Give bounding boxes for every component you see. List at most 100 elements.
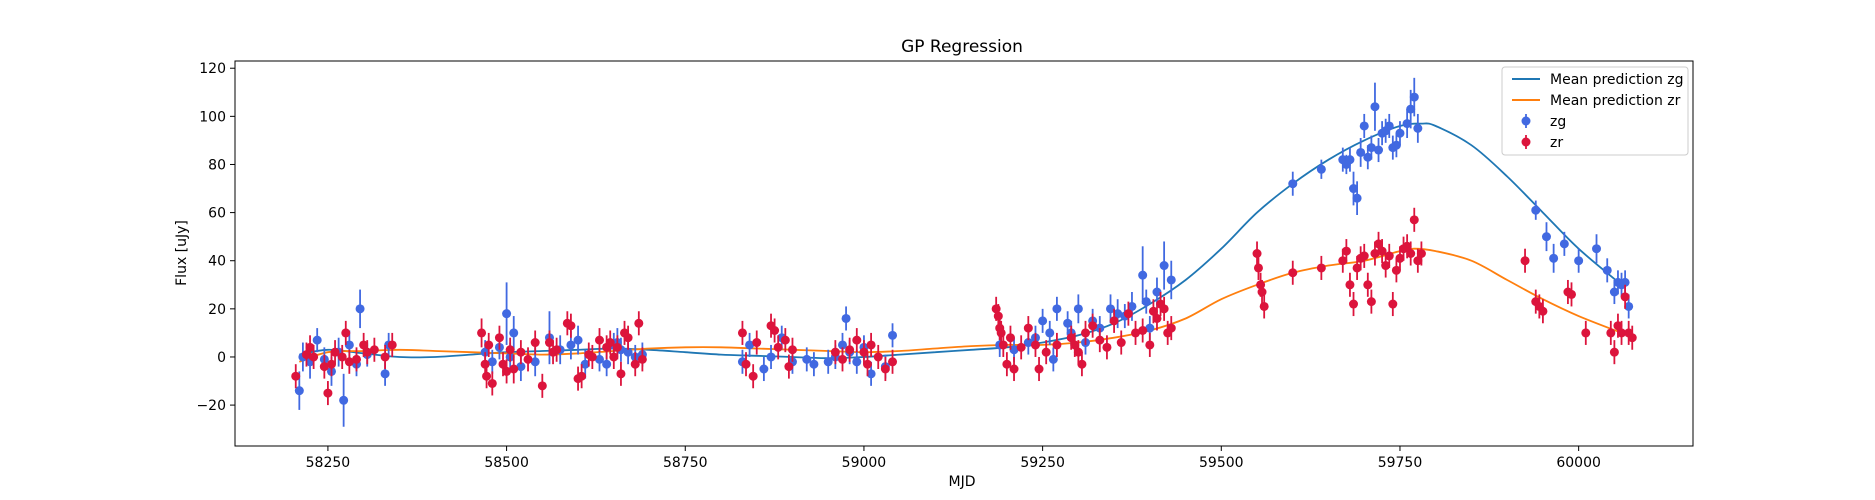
zr-point	[1377, 246, 1387, 256]
zr-point	[1606, 328, 1616, 338]
y-tick-label: −20	[196, 398, 226, 414]
zr-point	[552, 345, 562, 355]
zr-point	[1288, 268, 1298, 278]
axes: 58250 58500 58750 59000 59250 59500 59750 60000…	[196, 60, 1694, 471]
zr-point	[1370, 249, 1380, 258]
zr-point	[1009, 364, 1019, 374]
y-tick-label: 0	[217, 350, 226, 366]
zr-point	[1538, 306, 1548, 316]
y-tick-label: 100	[199, 109, 226, 125]
zr-point	[1345, 280, 1355, 290]
x-tick-label: 59000	[842, 455, 887, 471]
zr-point	[544, 338, 554, 348]
plot-content	[291, 77, 1637, 427]
zg-point	[1592, 244, 1602, 254]
zr-point	[301, 350, 311, 360]
zg-point	[1159, 261, 1169, 271]
y-axis-label: Flux [uJy]	[174, 220, 190, 286]
zr-point	[1581, 328, 1591, 338]
zg-point	[1113, 309, 1123, 319]
zg-point	[1409, 92, 1419, 102]
chart-title: GP Regression	[901, 37, 1023, 57]
zr-point	[780, 335, 790, 345]
zg-point	[838, 340, 847, 350]
zg-point	[1370, 102, 1380, 112]
zr-point	[577, 371, 587, 381]
zg-point	[852, 357, 862, 367]
zg-point	[1620, 277, 1630, 287]
zr-point	[1102, 342, 1112, 352]
zg-point	[602, 359, 612, 369]
zg-point	[1288, 179, 1298, 189]
legend-label: zr	[1550, 135, 1563, 151]
zg-point	[1363, 152, 1373, 162]
zg-point	[745, 340, 755, 350]
zr-point	[1088, 321, 1098, 331]
zg-point	[841, 313, 851, 323]
zg-point	[1166, 275, 1176, 285]
zr-point	[1095, 335, 1105, 345]
zg-point	[1384, 121, 1394, 131]
zr-point	[1016, 342, 1026, 352]
zr-point	[505, 345, 515, 355]
plot-frame	[234, 60, 1694, 447]
zr-point	[1002, 359, 1012, 369]
zr-point	[487, 378, 497, 388]
zg-point	[344, 340, 354, 350]
zg-point	[502, 309, 512, 319]
zr-point	[1030, 340, 1040, 350]
zg-point	[1127, 301, 1137, 311]
zr-point	[352, 354, 361, 364]
zr-point	[1152, 313, 1162, 323]
zr-point	[498, 359, 508, 369]
zg-point	[294, 386, 304, 396]
zg-point	[1402, 119, 1412, 129]
legend-item-zg: zg	[1521, 114, 1566, 130]
zg-point	[380, 369, 390, 379]
zg-point	[487, 357, 497, 367]
zr-point	[1402, 241, 1412, 251]
zr-point	[323, 388, 333, 398]
zr-point	[362, 347, 372, 357]
zr-point	[566, 321, 576, 331]
zg-point	[1048, 354, 1058, 364]
zr-point	[1338, 256, 1348, 266]
zg-point	[595, 354, 604, 364]
zr-point	[1609, 347, 1619, 357]
zr-point	[880, 364, 890, 374]
zr-point	[1148, 306, 1158, 316]
zr-point	[1349, 299, 1359, 309]
zr-point	[1259, 301, 1269, 311]
zr-point	[1617, 328, 1627, 338]
zr-point	[1613, 321, 1623, 331]
zr-point	[516, 347, 526, 357]
zg-point	[1559, 239, 1569, 249]
zg-point	[339, 395, 349, 405]
zg-point	[1366, 143, 1376, 153]
zr-point	[609, 352, 619, 362]
zr-point	[623, 333, 633, 343]
zg-point	[1073, 304, 1083, 314]
x-axis-label: MJD	[949, 474, 976, 490]
zr-point	[1131, 328, 1141, 338]
zr-point	[1159, 304, 1169, 314]
zg-point	[566, 340, 576, 350]
zr-point	[863, 359, 873, 369]
zg-point	[1352, 193, 1362, 203]
zr-point	[305, 342, 315, 352]
zr-point	[838, 354, 847, 364]
zr-point	[1316, 263, 1326, 273]
x-tick-label: 58500	[484, 455, 529, 471]
zg-point	[516, 362, 526, 372]
zr-point	[630, 359, 640, 369]
zr-point	[1066, 333, 1076, 343]
zg-point	[1531, 205, 1541, 215]
zg-point	[1602, 265, 1612, 275]
zr-point	[1073, 347, 1083, 357]
zg-point	[1023, 338, 1033, 348]
zr-point	[1052, 340, 1062, 350]
zr-point	[770, 326, 780, 335]
zr-point	[1620, 292, 1630, 302]
zr-point	[873, 352, 883, 362]
